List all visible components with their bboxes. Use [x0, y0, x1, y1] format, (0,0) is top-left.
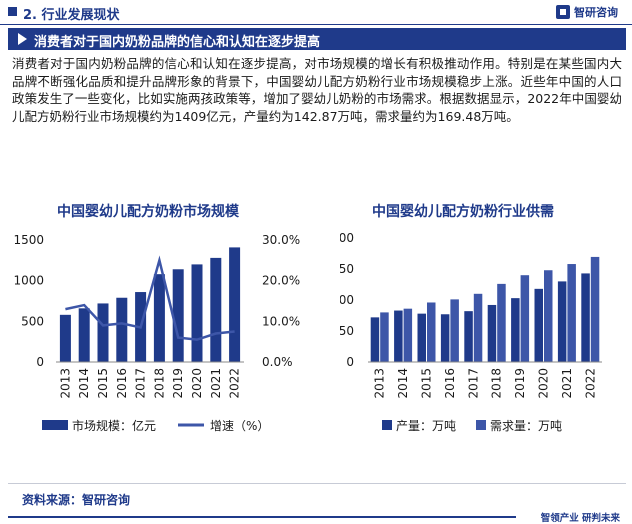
bar-production	[581, 273, 590, 362]
y-tick-label: 200	[340, 231, 354, 245]
footer-rule	[8, 483, 626, 484]
bar-demand	[403, 308, 413, 362]
headline-banner: 消费者对于国内奶粉品牌的信心和认知在逐步提高	[8, 28, 626, 50]
x-tick-label: 2017	[466, 368, 480, 399]
legend-swatch-production	[382, 420, 392, 430]
bar-market-size	[229, 247, 241, 362]
y-tick-label: 100	[340, 293, 354, 307]
x-tick-label: 2020	[190, 368, 204, 399]
summary-paragraph: 消费者对于国内奶粉品牌的信心和认知在逐步提高，对市场规模的增长有积极推动作用。特…	[12, 56, 622, 124]
supply-demand-chart: 0 50 100 150 200 2013 2014 2015 2016 2017 2018 2019…	[340, 231, 602, 433]
bar-production	[440, 314, 450, 362]
y-right-tick-label: 10.0%	[262, 314, 300, 328]
bar-market-size	[172, 269, 184, 362]
x-tick-label: 2013	[373, 368, 387, 399]
top-bar: 2. 行业发展现状 智研咨询	[0, 0, 632, 24]
bar-demand	[520, 275, 530, 362]
bar-production	[417, 313, 426, 362]
header-rule	[0, 24, 632, 25]
x-tick-label: 2020	[537, 368, 551, 399]
logo-icon	[556, 5, 570, 19]
bar-demand	[427, 302, 436, 362]
bar-production	[557, 281, 567, 362]
legend-label-market-size: 市场规模：亿元	[72, 418, 156, 433]
y-left-tick-label: 1500	[13, 233, 44, 247]
y-tick-label: 50	[340, 324, 354, 338]
bar-demand	[567, 264, 576, 362]
y-right-tick-label: 0.0%	[262, 355, 293, 369]
bar-production	[464, 311, 473, 362]
bar-demand	[473, 293, 483, 362]
bar-production	[487, 304, 497, 362]
bar-market-size	[78, 308, 90, 362]
y-left-tick-label: 1000	[13, 274, 44, 288]
y-right-tick-label: 30.0%	[262, 233, 300, 247]
bar-production	[370, 317, 380, 362]
chart-title-market-size: 中国婴幼儿配方奶粉市场规模	[57, 204, 239, 220]
bar-market-size	[116, 297, 128, 362]
bottom-bar: 智领产业 研判未来	[0, 510, 632, 524]
legend-label-demand: 需求量：万吨	[490, 419, 562, 433]
legend-label-growth: 增速（%）	[210, 419, 269, 433]
bar-demand	[497, 283, 506, 362]
bar-market-size	[153, 274, 165, 362]
x-tick-label: 2022	[228, 368, 242, 399]
x-tick-label: 2021	[209, 368, 223, 399]
x-tick-label: 2018	[490, 368, 504, 399]
bar-demand	[380, 312, 389, 362]
x-tick-label: 2014	[77, 368, 91, 399]
x-tick-label: 2013	[58, 368, 72, 399]
y-tick-label: 0	[346, 355, 354, 369]
x-tick-label: 2022	[583, 368, 597, 399]
x-tick-label: 2015	[96, 368, 110, 399]
market-size-chart: 0 500 1000 1500 0.0% 10.0% 20.0% 30.0% 2013 2014 2…	[13, 233, 300, 433]
headline-title: 消费者对于国内奶粉品牌的信心和认知在逐步提高	[34, 35, 321, 50]
x-tick-label: 2014	[396, 368, 410, 399]
data-source: 资料来源：智研咨询	[22, 493, 131, 507]
bar-demand	[450, 299, 459, 362]
x-tick-label: 2016	[115, 368, 129, 399]
legend-swatch-demand	[476, 420, 486, 430]
brand-logo: 智研咨询	[556, 4, 618, 20]
chart-title-supply-demand: 中国婴幼儿配方奶粉行业供需	[372, 204, 554, 220]
x-tick-label: 2018	[152, 368, 166, 399]
section-square-icon	[8, 7, 17, 16]
slogan: 智领产业 研判未来	[540, 513, 620, 524]
play-triangle-icon	[18, 33, 27, 45]
x-tick-label: 2021	[560, 368, 574, 399]
x-tick-label: 2015	[420, 368, 434, 399]
bar-demand	[590, 256, 600, 362]
y-tick-label: 150	[340, 262, 354, 276]
bar-production	[511, 298, 520, 362]
bar-production	[394, 310, 403, 362]
bar-demand	[544, 270, 553, 362]
legend-swatch-bar	[42, 420, 68, 430]
bar-market-size	[97, 303, 109, 362]
y-left-tick-label: 0	[36, 355, 44, 369]
x-tick-label: 2016	[443, 368, 457, 399]
legend-label-production: 产量：万吨	[396, 419, 456, 433]
x-tick-label: 2019	[513, 368, 527, 399]
bar-market-size	[59, 314, 71, 362]
y-right-tick-label: 20.0%	[262, 274, 300, 288]
bar-market-size	[210, 257, 222, 362]
line-growth-rate	[65, 255, 235, 341]
bar-production	[534, 288, 543, 362]
section-title: 2. 行业发展现状	[23, 8, 120, 23]
y-left-tick-label: 500	[21, 314, 44, 328]
logo-text: 智研咨询	[574, 6, 618, 19]
x-tick-label: 2017	[134, 368, 148, 399]
bottom-strip	[8, 516, 516, 518]
bar-market-size	[191, 264, 203, 362]
x-tick-label: 2019	[171, 368, 185, 399]
